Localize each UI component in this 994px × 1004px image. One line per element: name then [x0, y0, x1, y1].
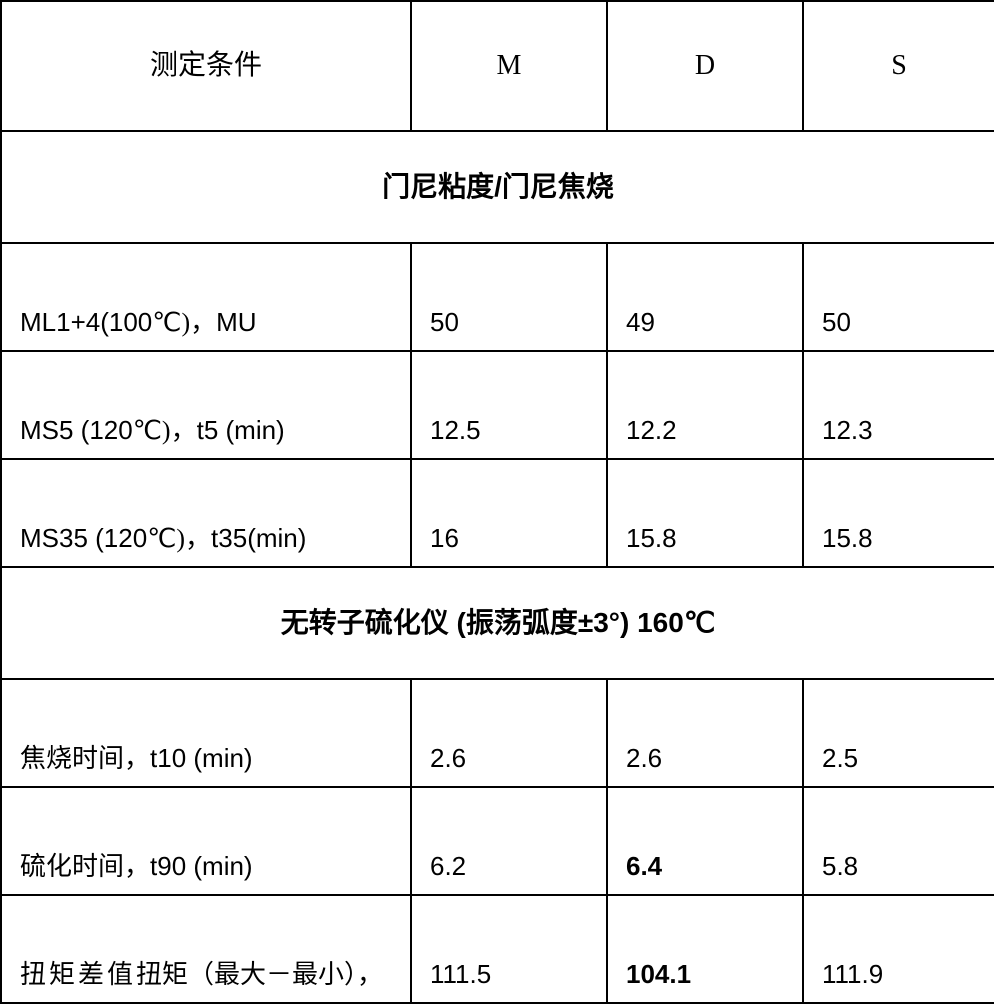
row-t10-label-cn: 焦烧时间， [20, 744, 150, 773]
row-ms5-label-a: MS5 (120 [20, 415, 133, 445]
row-ms35-label: MS35 (120℃)，t35(min) [1, 459, 411, 567]
row-ms35-label-b: t35(min) [211, 523, 306, 553]
row-ml-d: 49 [607, 243, 803, 351]
row-t10-s: 2.5 [803, 679, 994, 787]
section-rheometer-title: 无转子硫化仪 (振荡弧度±3°) 160℃ [1, 567, 994, 679]
header-s: S [803, 1, 994, 131]
row-t90-s: 5.8 [803, 787, 994, 895]
row-t90: 硫化时间，t90 (min) 6.2 6.4 5.8 [1, 787, 994, 895]
row-ml-label-cn: ℃)， [152, 308, 216, 337]
row-torque-label: 扭矩差值扭矩（最大－最小）， [1, 895, 411, 1003]
row-ms5-m: 12.5 [411, 351, 607, 459]
row-t10-label: 焦烧时间，t10 (min) [1, 679, 411, 787]
row-ml: ML1+4(100℃)，MU 50 49 50 [1, 243, 994, 351]
row-ms35-s: 15.8 [803, 459, 994, 567]
header-d: D [607, 1, 803, 131]
row-t90-label-cn: 硫化时间， [20, 852, 150, 881]
header-m: M [411, 1, 607, 131]
section-rheometer-cn1: 无转子硫化仪 [281, 607, 449, 638]
section-rheometer-cn2: (振荡弧度 [457, 607, 578, 638]
row-ml-m: 50 [411, 243, 607, 351]
row-ml-label-a: ML1+4(100 [20, 307, 152, 337]
row-ms5-label-b: t5 (min) [197, 415, 285, 445]
row-torque-d: 104.1 [607, 895, 803, 1003]
row-ml-s: 50 [803, 243, 994, 351]
row-t10-label-b: t10 (min) [150, 743, 253, 773]
row-ms35-m: 16 [411, 459, 607, 567]
row-torque-label-tight: 扭矩（最大－最小）， [136, 960, 383, 989]
row-ml-label-b: MU [216, 307, 256, 337]
table-header-row: 测定条件 M D S [1, 1, 994, 131]
data-table: 测定条件 M D S 门尼粘度/门尼焦烧 ML1+4(100℃)，MU 50 4… [0, 0, 994, 1004]
row-ml-label: ML1+4(100℃)，MU [1, 243, 411, 351]
row-t10-d: 2.6 [607, 679, 803, 787]
row-ms5-s: 12.3 [803, 351, 994, 459]
row-ms35-label-a: MS35 (120 [20, 523, 147, 553]
section-mooney-title: 门尼粘度/门尼焦烧 [1, 131, 994, 243]
row-ms5-label-cn: ℃)， [133, 416, 197, 445]
row-ms5-d: 12.2 [607, 351, 803, 459]
page-container: 测定条件 M D S 门尼粘度/门尼焦烧 ML1+4(100℃)，MU 50 4… [0, 0, 994, 1000]
row-torque-m: 111.5 [411, 895, 607, 1003]
row-t90-m: 6.2 [411, 787, 607, 895]
row-t10-m: 2.6 [411, 679, 607, 787]
row-torque-label-spaced: 扭矩差值 [20, 960, 136, 989]
header-label: 测定条件 [1, 1, 411, 131]
section-mooney: 门尼粘度/门尼焦烧 [1, 131, 994, 243]
row-ms35-d: 15.8 [607, 459, 803, 567]
row-torque: 扭矩差值扭矩（最大－最小）， 111.5 104.1 111.9 [1, 895, 994, 1003]
section-rheometer-arial: ±3°) 160℃ [578, 607, 715, 638]
row-ms5-label: MS5 (120℃)，t5 (min) [1, 351, 411, 459]
row-t10: 焦烧时间，t10 (min) 2.6 2.6 2.5 [1, 679, 994, 787]
row-ms35: MS35 (120℃)，t35(min) 16 15.8 15.8 [1, 459, 994, 567]
section-rheometer: 无转子硫化仪 (振荡弧度±3°) 160℃ [1, 567, 994, 679]
row-torque-s: 111.9 [803, 895, 994, 1003]
row-ms5: MS5 (120℃)，t5 (min) 12.5 12.2 12.3 [1, 351, 994, 459]
row-t90-label: 硫化时间，t90 (min) [1, 787, 411, 895]
row-t90-label-b: t90 (min) [150, 851, 253, 881]
row-ms35-label-cn: ℃)， [147, 524, 211, 553]
row-t90-d: 6.4 [607, 787, 803, 895]
